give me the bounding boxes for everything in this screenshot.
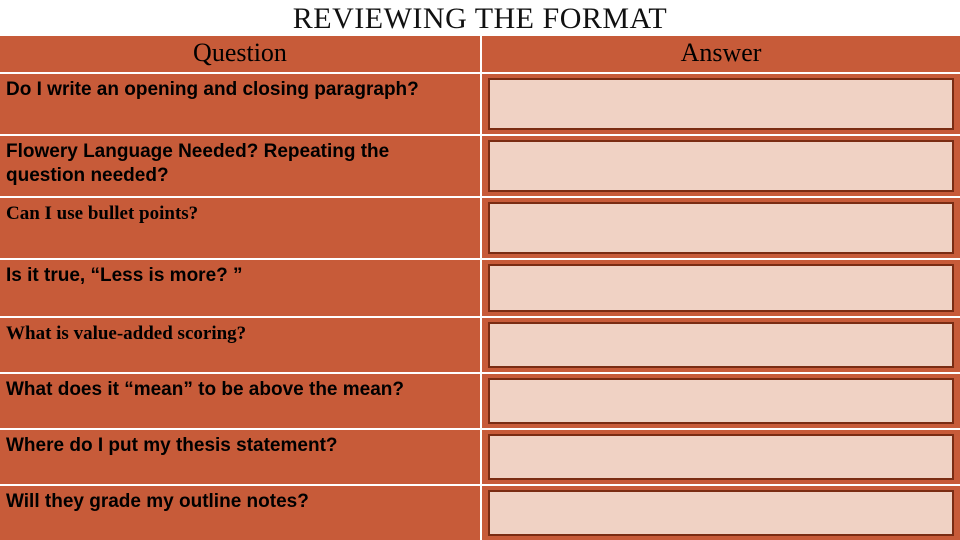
question-cell: Can I use bullet points? <box>0 198 480 258</box>
qa-table: Question Answer Do I write an opening an… <box>0 36 960 540</box>
table-row: Flowery Language Needed? Repeating the q… <box>0 136 960 198</box>
answer-cell-wrap <box>480 136 960 196</box>
answer-cell-wrap <box>480 430 960 484</box>
header-answer: Answer <box>480 36 960 74</box>
table-body: Do I write an opening and closing paragr… <box>0 74 960 540</box>
answer-box <box>488 78 954 130</box>
slide-title: REVIEWING THE FORMAT <box>0 0 960 36</box>
table-row: What does it “mean” to be above the mean… <box>0 374 960 430</box>
answer-box <box>488 202 954 254</box>
question-cell: Where do I put my thesis statement? <box>0 430 480 484</box>
answer-box <box>488 264 954 312</box>
table-row: Will they grade my outline notes? <box>0 486 960 540</box>
table-row: Is it true, “Less is more? ” <box>0 260 960 318</box>
answer-cell-wrap <box>480 260 960 316</box>
answer-cell-wrap <box>480 486 960 540</box>
question-cell: Will they grade my outline notes? <box>0 486 480 540</box>
answer-cell-wrap <box>480 318 960 372</box>
table-row: What is value-added scoring? <box>0 318 960 374</box>
question-cell: Is it true, “Less is more? ” <box>0 260 480 316</box>
answer-cell-wrap <box>480 74 960 134</box>
table-header-row: Question Answer <box>0 36 960 74</box>
table-row: Where do I put my thesis statement? <box>0 430 960 486</box>
answer-box <box>488 322 954 368</box>
header-question: Question <box>0 36 480 74</box>
question-cell: Flowery Language Needed? Repeating the q… <box>0 136 480 196</box>
question-cell: What is value-added scoring? <box>0 318 480 372</box>
table-row: Can I use bullet points? <box>0 198 960 260</box>
answer-cell-wrap <box>480 374 960 428</box>
answer-box <box>488 490 954 536</box>
question-cell: Do I write an opening and closing paragr… <box>0 74 480 134</box>
table-row: Do I write an opening and closing paragr… <box>0 74 960 136</box>
slide: REVIEWING THE FORMAT Question Answer Do … <box>0 0 960 540</box>
question-cell: What does it “mean” to be above the mean… <box>0 374 480 428</box>
answer-cell-wrap <box>480 198 960 258</box>
answer-box <box>488 140 954 192</box>
answer-box <box>488 378 954 424</box>
answer-box <box>488 434 954 480</box>
